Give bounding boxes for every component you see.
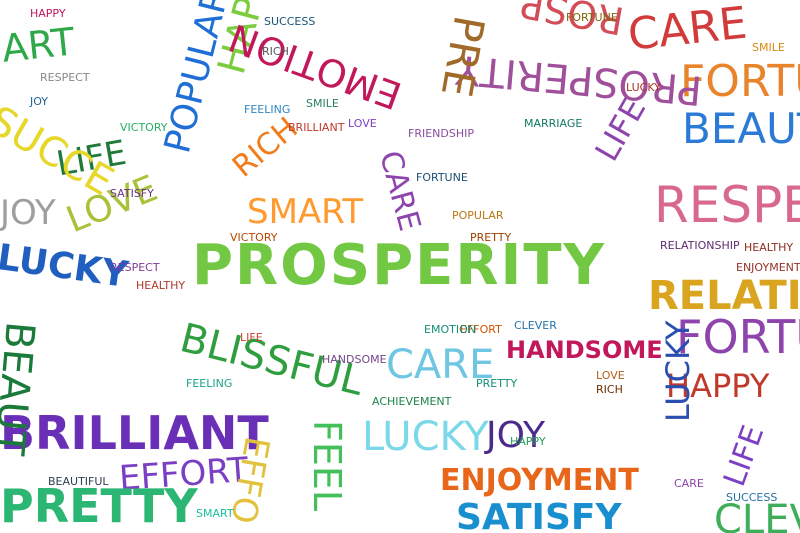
- word-small-victory: VICTORY: [120, 121, 168, 134]
- word-small-lucky: LUCKY: [626, 81, 661, 94]
- word-small-pretty-2: PRETTY: [476, 377, 518, 390]
- word-small-enjoyment: ENJOYMENT: [736, 261, 800, 274]
- word-small-beautiful: BEAUTIFUL: [48, 475, 109, 488]
- word-handsome: HANDSOME: [506, 336, 663, 364]
- word-art: ART: [0, 19, 77, 71]
- word-fortu-right: FORTU: [680, 56, 800, 107]
- word-small-emotion: EMOTION: [424, 323, 476, 336]
- word-small-healthy-2: HEALTHY: [744, 241, 794, 254]
- word-small-pretty: PRETTY: [470, 231, 512, 244]
- word-small-smile: SMILE: [306, 97, 339, 110]
- word-small-achievement: ACHIEVEMENT: [372, 395, 452, 408]
- word-small-happy: HAPPY: [30, 7, 66, 20]
- word-small-happy-2: HAPPY: [510, 435, 546, 448]
- word-enjoyment: ENJOYMENT: [440, 463, 639, 498]
- word-small-joy: JOY: [30, 95, 49, 108]
- word-small-clever: CLEVER: [514, 319, 557, 332]
- word-pretty: PRETTY: [0, 479, 198, 533]
- word-small-popular: POPULAR: [452, 209, 504, 222]
- word-brilliant: BRILLIANT: [0, 406, 269, 460]
- word-cleve: CLEVE: [714, 497, 800, 533]
- word-fortu-lower: FORTU: [676, 310, 800, 364]
- word-relation: RELATION: [648, 273, 800, 319]
- word-small-friendship: FRIENDSHIP: [408, 127, 474, 140]
- word-small-handsome: HANDSOME: [322, 353, 387, 366]
- word-small-healthy: HEALTHY: [136, 279, 186, 292]
- word-satisfy: SATISFY: [456, 497, 622, 533]
- word-small-brilliant: BRILLIANT: [288, 121, 345, 134]
- word-joy-mid: JOY: [486, 415, 545, 456]
- word-small-respect-2: RESPECT: [110, 261, 160, 274]
- word-small-fortune-2: FORTUNE: [416, 171, 468, 184]
- word-lucky-mid: LUCKY: [362, 414, 489, 460]
- word-small-rich: RICH: [262, 45, 289, 58]
- word-small-fortune: FORTUNE: [566, 11, 618, 24]
- word-small-rich-2: RICH: [596, 383, 623, 396]
- word-beauti: BEAUTI: [682, 104, 800, 153]
- word-small-feeling: FEELING: [244, 103, 291, 116]
- word-joy-left: JOY: [0, 193, 56, 233]
- word-small-care: CARE: [674, 477, 704, 490]
- word-pre: PRE: [431, 12, 494, 101]
- word-small-life: LIFE: [240, 331, 263, 344]
- word-small-smile-2: SMILE: [752, 41, 785, 54]
- word-feel: FEEL: [305, 420, 349, 512]
- word-small-relationship: RELATIONSHIP: [660, 239, 740, 252]
- word-lucky-rot: LUCKY: [659, 320, 697, 422]
- word-small-respect: RESPECT: [40, 71, 90, 84]
- word-small-success-2: SUCCESS: [726, 491, 778, 504]
- word-popular: POPULAR: [157, 0, 238, 158]
- word-happy-right: HAPPY: [666, 367, 770, 405]
- word-small-victory-2: VICTORY: [230, 231, 278, 244]
- word-small-feeling-2: FEELING: [186, 377, 233, 390]
- word-prosperity-center: PROSPERITY: [192, 233, 607, 298]
- word-small-marriage: MARRIAGE: [524, 117, 583, 130]
- word-respec: RESPEC: [654, 176, 800, 234]
- word-prosperity-top: PROSPERITY: [454, 45, 704, 113]
- word-smart: SMART: [247, 192, 364, 232]
- word-small-smart: SMART: [196, 507, 234, 520]
- word-care-rot: CARE: [372, 147, 427, 235]
- word-small-satisfy: SATISFY: [110, 187, 154, 200]
- word-small-success: SUCCESS: [264, 15, 316, 28]
- word-care-mid: CARE: [386, 342, 495, 388]
- word-care-top: CARE: [625, 0, 750, 61]
- word-life-bottom: LIFE: [717, 420, 772, 491]
- word-small-love-2: LOVE: [596, 369, 625, 382]
- word-small-effort: EFFORT: [460, 323, 502, 336]
- word-small-love: LOVE: [348, 117, 377, 130]
